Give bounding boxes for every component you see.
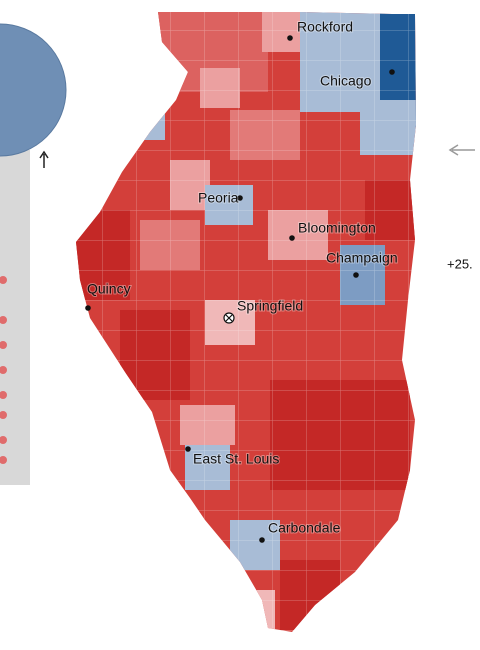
arrow-up — [39, 150, 49, 168]
arrow-left — [448, 144, 475, 156]
panel-dots — [0, 276, 7, 464]
city-label: Peoria — [198, 190, 239, 206]
city-label: East St. Louis — [193, 451, 279, 467]
city-label: Carbondale — [268, 520, 341, 536]
city-label: Springfield — [237, 298, 303, 314]
city-markers — [85, 35, 395, 543]
city-label: Chicago — [320, 73, 372, 89]
city-label: Rockford — [297, 19, 353, 35]
side-label: +25. — [447, 256, 473, 271]
bubble — [0, 23, 67, 157]
side-panel — [0, 23, 67, 485]
city-label: Quincy — [87, 281, 131, 297]
city-label: Champaign — [326, 250, 398, 266]
city-label: Bloomington — [298, 220, 376, 236]
state-map — [76, 12, 416, 632]
